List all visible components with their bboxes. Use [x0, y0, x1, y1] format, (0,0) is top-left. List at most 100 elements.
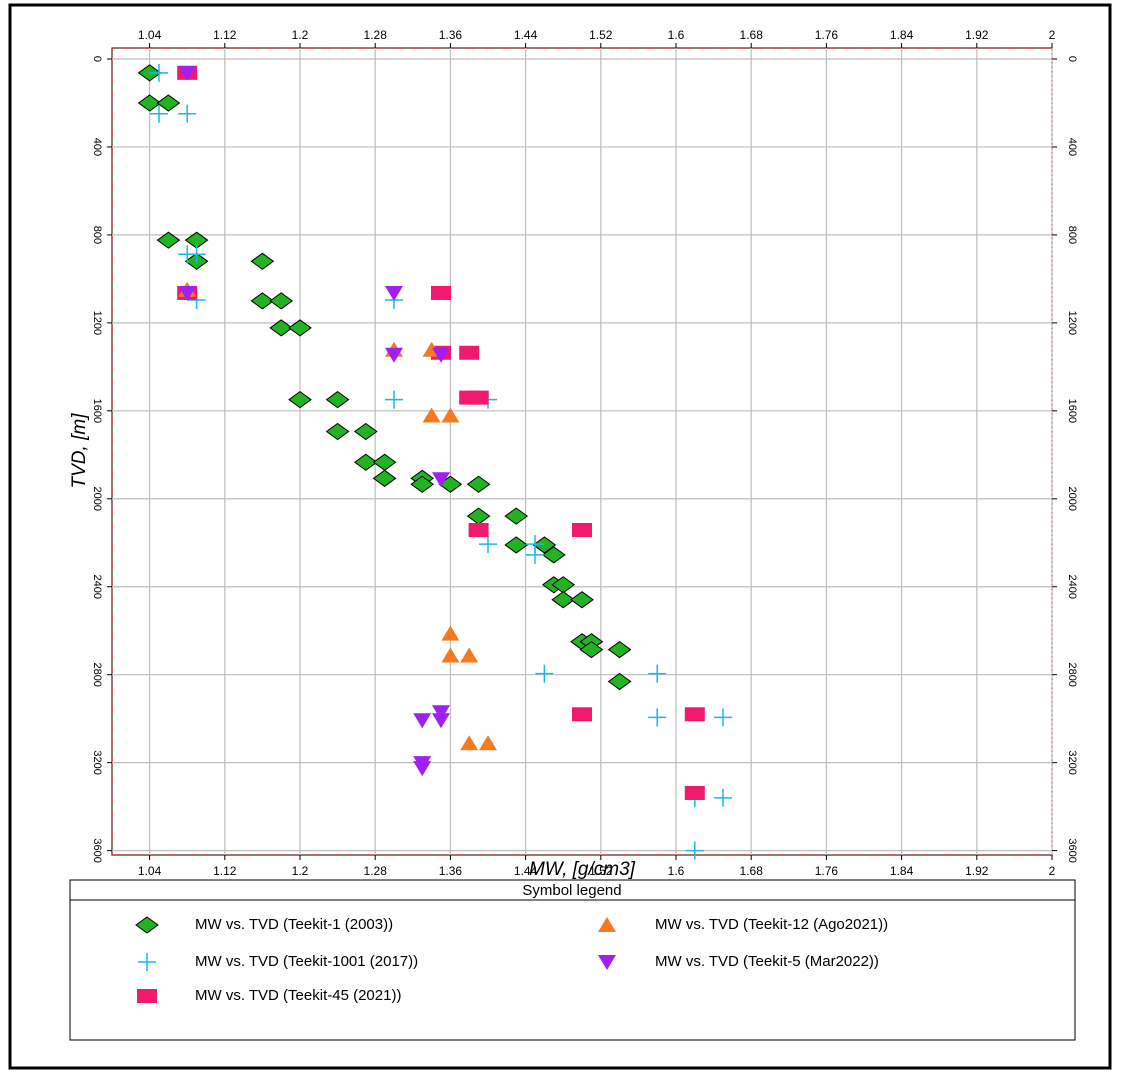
y-tick-label-right: 1600: [1066, 399, 1078, 423]
x-tick-label-top: 1.2: [292, 28, 309, 42]
point: [288, 319, 312, 337]
point: [648, 708, 667, 727]
point: [137, 64, 162, 82]
legend-swatch: [598, 917, 616, 932]
point: [685, 841, 704, 860]
x-tick-label: 1.84: [890, 864, 914, 878]
x-tick-label-top: 1.44: [514, 28, 538, 42]
x-tick-label-top: 1.12: [213, 28, 237, 42]
point: [459, 345, 480, 360]
legend-label: MW vs. TVD (Teekit-45 (2021)): [195, 987, 401, 1004]
legend-swatch: [138, 953, 156, 971]
point: [460, 735, 479, 751]
x-tick-label-top: 1.84: [890, 28, 914, 42]
point: [526, 545, 544, 564]
point: [504, 536, 529, 554]
x-axis-label: MW, [g/cm3]: [529, 859, 636, 880]
point: [178, 65, 197, 81]
x-tick-label: 1.28: [364, 864, 388, 878]
point: [432, 713, 450, 729]
point: [479, 735, 497, 751]
point: [551, 591, 576, 609]
legend-label: MW vs. TVD (Teekit-1 (2003)): [195, 916, 393, 933]
x-tick-label: 1.68: [740, 864, 764, 878]
x-tick-label: 1.04: [138, 864, 162, 878]
point: [572, 707, 592, 722]
marks: [137, 63, 732, 860]
point: [250, 292, 275, 310]
point: [504, 507, 529, 525]
point: [432, 347, 450, 363]
legend-swatch: [137, 989, 157, 1003]
point: [570, 591, 594, 609]
point: [150, 104, 168, 123]
y-tick-label-right: 2800: [1066, 662, 1078, 686]
plot-frame: [111, 47, 1053, 856]
point: [269, 319, 294, 337]
point: [714, 788, 732, 807]
y-tick-label: 400: [91, 138, 103, 156]
point: [535, 664, 554, 683]
point: [325, 422, 350, 441]
point: [385, 390, 403, 409]
point: [178, 285, 197, 301]
x-tick-label: 1.44: [514, 864, 538, 878]
y-tick-label: 1200: [91, 311, 103, 335]
point: [385, 285, 403, 301]
point: [250, 252, 275, 270]
x-tick-label: 1.76: [815, 864, 839, 878]
point: [288, 390, 312, 409]
point: [187, 245, 206, 264]
y-tick-label: 2400: [91, 574, 103, 598]
y-tick-label-right: 800: [1066, 226, 1078, 244]
x-tick-label-top: 2: [1049, 28, 1056, 42]
x-tick-label-top: 1.04: [138, 28, 162, 42]
x-tick-label: 1.92: [965, 864, 989, 878]
y-tick-label-right: 2400: [1066, 574, 1078, 598]
grid: [107, 43, 1057, 860]
point: [468, 523, 489, 538]
point: [150, 63, 168, 82]
point: [432, 705, 450, 721]
point: [353, 453, 378, 471]
point: [579, 641, 604, 659]
y-axis-label: TVD, [m]: [69, 413, 90, 489]
x-tick-label: 1.12: [213, 864, 237, 878]
point: [353, 422, 378, 441]
y-tick-label: 3600: [91, 838, 103, 862]
legend-swatch: [598, 955, 616, 970]
point: [441, 647, 460, 663]
x-tick-label: 1.36: [439, 864, 463, 878]
point: [532, 536, 557, 554]
x-tick-label: 1.2: [292, 864, 309, 878]
point: [648, 664, 667, 683]
point: [468, 390, 489, 405]
legend-box: [69, 879, 1076, 1041]
y-tick-label: 0: [91, 56, 103, 62]
x-tick-label-top: 1.28: [364, 28, 388, 42]
point: [607, 672, 632, 691]
point: [441, 407, 460, 423]
legend-label: MW vs. TVD (Teekit-1001 (2017)): [195, 953, 418, 970]
point: [413, 761, 432, 777]
point: [325, 390, 350, 409]
point: [714, 708, 732, 727]
point: [431, 285, 451, 300]
y-tick-label: 2800: [91, 662, 103, 686]
point: [385, 347, 403, 363]
point: [156, 94, 181, 112]
point: [466, 475, 491, 493]
point: [422, 407, 441, 423]
y-tick-label-right: 1200: [1066, 311, 1078, 335]
point: [178, 104, 197, 123]
x-tick-label-top: 1.76: [815, 28, 839, 42]
x-tick-label: 2: [1049, 864, 1056, 878]
legend-title: Symbol legend: [522, 882, 621, 899]
y-tick-label-right: 2000: [1066, 487, 1078, 511]
point: [460, 647, 479, 663]
point: [684, 707, 705, 722]
point: [479, 535, 497, 554]
point: [541, 546, 566, 564]
point: [156, 231, 181, 249]
